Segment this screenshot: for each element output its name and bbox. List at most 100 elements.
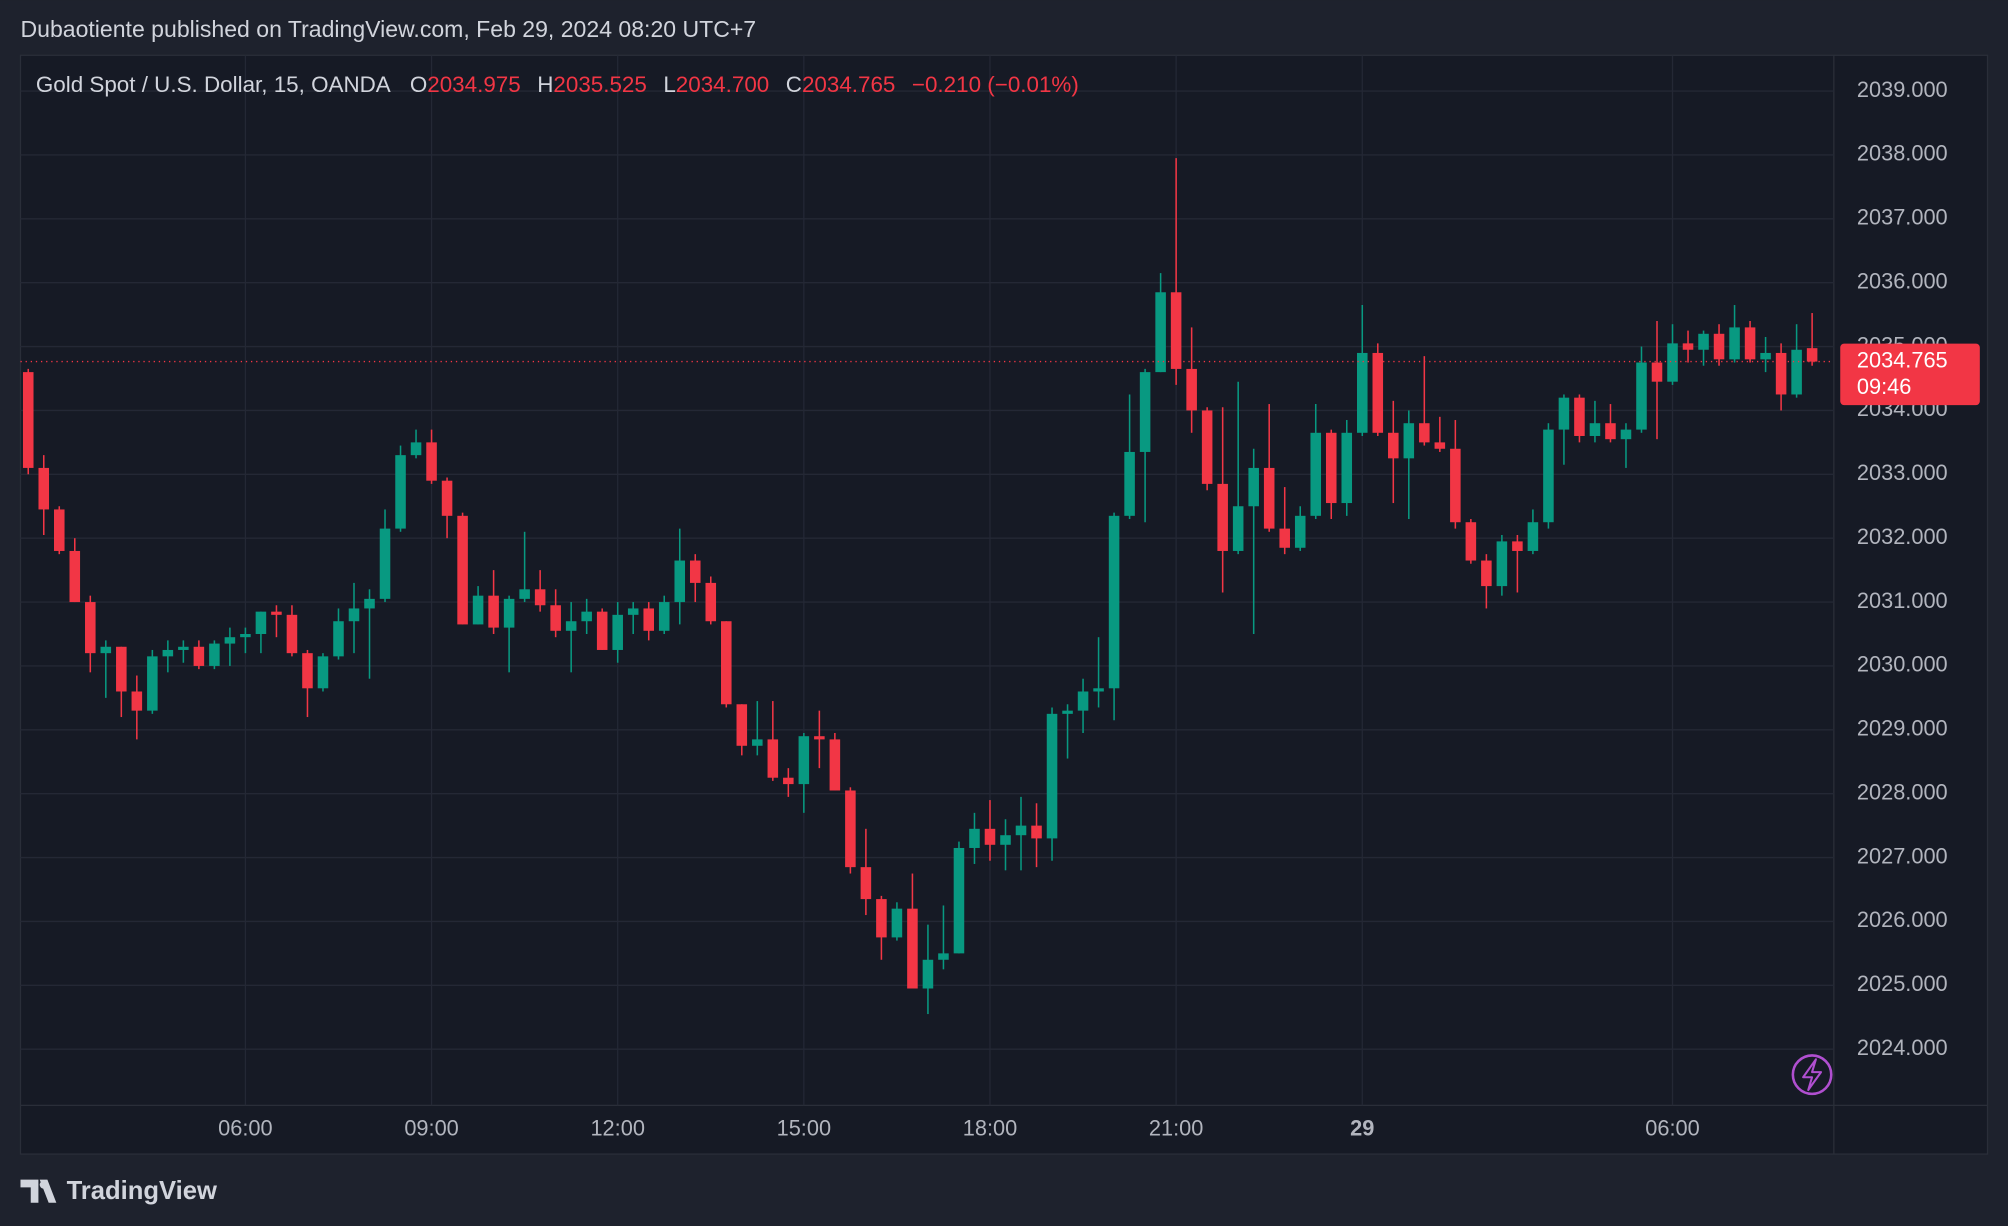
candle-body xyxy=(22,372,34,468)
candle-body xyxy=(519,589,530,599)
candle-body xyxy=(798,736,810,785)
candle-body xyxy=(116,646,127,692)
candle-body xyxy=(534,589,546,606)
candle-body xyxy=(612,614,623,650)
brand-logo[interactable]: TradingView xyxy=(20,1177,217,1205)
candle-body xyxy=(193,646,205,666)
x-tick-label: 06:00 xyxy=(1645,1115,1699,1140)
y-tick-label: 2031.000 xyxy=(1857,588,1948,613)
candle-body xyxy=(565,621,577,631)
candle-body xyxy=(1356,352,1368,433)
candle-body xyxy=(85,602,96,654)
instrument-legend: Gold Spot / U.S. Dollar, 15, OANDA O2034… xyxy=(36,72,1079,97)
candle-body xyxy=(178,646,189,650)
candle-body xyxy=(1139,372,1151,452)
y-tick-label: 2029.000 xyxy=(1857,716,1948,741)
high-label: H xyxy=(537,72,553,97)
candle-body xyxy=(752,739,763,746)
candle-body xyxy=(1341,432,1353,504)
candle-body xyxy=(1589,423,1601,436)
y-tick-label: 2025.000 xyxy=(1857,971,1948,996)
countdown-label: 09:46 xyxy=(1857,374,1911,399)
candle-body xyxy=(1217,483,1228,551)
candle-body xyxy=(1077,691,1089,711)
candle-body xyxy=(131,691,143,711)
candle-body xyxy=(224,637,236,644)
y-tick-label: 2038.000 xyxy=(1857,141,1948,166)
y-tick-label: 2024.000 xyxy=(1857,1035,1948,1060)
candle-body xyxy=(1713,333,1725,360)
candle-body xyxy=(1372,352,1384,433)
chart-panel xyxy=(19,54,1989,1155)
close-label: C xyxy=(786,72,802,97)
candle-body xyxy=(1434,442,1446,449)
candle-body xyxy=(1201,410,1213,484)
open-value: 2034.975 xyxy=(427,72,520,97)
candle-body xyxy=(953,847,965,954)
y-tick-label: 2036.000 xyxy=(1857,268,1948,293)
candle-body xyxy=(1170,292,1182,369)
candle-body xyxy=(922,959,934,989)
candle-body xyxy=(457,515,468,625)
candle-body xyxy=(1791,349,1802,395)
low-value: 2034.700 xyxy=(676,72,769,97)
candle-body xyxy=(1155,292,1166,373)
y-tick-label: 2027.000 xyxy=(1857,843,1948,868)
candle-body xyxy=(1667,343,1678,382)
x-tick-label: 18:00 xyxy=(963,1115,1017,1140)
high-value: 2035.525 xyxy=(553,72,646,97)
x-tick-label: 12:00 xyxy=(590,1115,644,1140)
candle-body xyxy=(1543,429,1554,523)
open-label: O xyxy=(410,72,427,97)
y-tick-label: 2032.000 xyxy=(1857,524,1948,549)
candle-body xyxy=(1419,423,1430,443)
candle-body xyxy=(1000,835,1011,845)
candle-body xyxy=(860,867,872,900)
candle-body xyxy=(286,614,298,654)
candle-body xyxy=(1279,528,1290,548)
last-price-label: 2034.765 xyxy=(1857,347,1948,372)
candle-body xyxy=(581,611,592,622)
candle-body xyxy=(1744,327,1756,360)
alert-icon[interactable] xyxy=(1791,1054,1833,1096)
candle-body xyxy=(1325,432,1337,504)
y-tick-label: 2039.000 xyxy=(1857,77,1948,102)
candle-body xyxy=(488,595,499,628)
y-tick-label: 2026.000 xyxy=(1857,907,1948,932)
candle-body xyxy=(69,550,81,603)
candle-body xyxy=(100,646,112,654)
candle-body xyxy=(426,442,437,481)
y-tick-label: 2033.000 xyxy=(1857,460,1948,485)
candle-body xyxy=(255,611,267,634)
candle-body xyxy=(1698,333,1709,350)
last-price-tag xyxy=(1840,343,1980,406)
candle-body xyxy=(1760,352,1771,360)
candle-body xyxy=(1124,451,1135,516)
publish-header: Dubaotiente published on TradingView.com… xyxy=(20,16,756,42)
candle-body xyxy=(845,790,856,868)
candle-body xyxy=(907,908,918,989)
candle-body xyxy=(1481,560,1492,587)
candle-body xyxy=(891,908,903,938)
x-tick-label: 09:00 xyxy=(404,1115,458,1140)
candle-body xyxy=(1015,825,1027,836)
candle-body xyxy=(1775,352,1787,395)
y-tick-label: 2028.000 xyxy=(1857,779,1948,804)
candle-body xyxy=(1682,343,1694,350)
x-tick-label: 21:00 xyxy=(1149,1115,1203,1140)
candle-body xyxy=(767,739,779,778)
candle-body xyxy=(596,611,608,650)
candle-body xyxy=(689,560,701,583)
candle-body xyxy=(1388,432,1399,459)
candle-body xyxy=(1636,362,1647,430)
candle-body xyxy=(1605,423,1616,440)
candle-body xyxy=(1450,448,1461,523)
candle-body xyxy=(1062,710,1073,714)
y-tick-label: 2030.000 xyxy=(1857,652,1948,677)
candle-body xyxy=(643,608,654,631)
candle-body xyxy=(472,595,484,625)
overlay: 2024.000 2025.000 2026.000 2027.000 2028.000… xyxy=(20,77,1980,1140)
candle-body xyxy=(503,598,515,628)
brand-dot xyxy=(39,1180,48,1189)
candle-body xyxy=(348,608,360,622)
